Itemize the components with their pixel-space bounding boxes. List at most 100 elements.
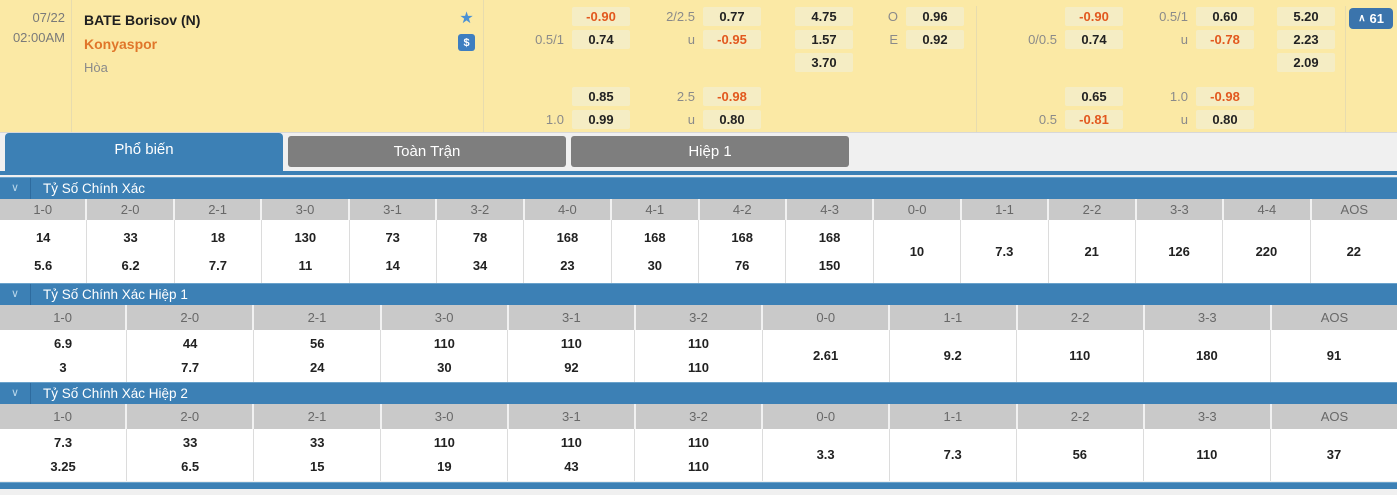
score-odds-value[interactable]: 73 xyxy=(385,229,400,245)
odds-value[interactable]: 0.60 xyxy=(1196,6,1254,26)
score-odds-value[interactable]: 78 xyxy=(472,229,488,245)
tab-phổ-biến[interactable]: Phổ biến xyxy=(5,133,283,173)
odds-value[interactable]: 0.92 xyxy=(906,29,964,49)
odds-value[interactable]: 0.74 xyxy=(572,29,630,49)
score-odds-value[interactable]: 56 xyxy=(1072,447,1088,462)
score-odds-value[interactable]: 6.9 xyxy=(54,336,73,351)
score-odds-value[interactable]: 33 xyxy=(310,435,325,450)
score-odds-value[interactable]: 110 xyxy=(433,336,455,351)
score-odds-value[interactable]: 7.3 xyxy=(54,435,73,450)
score-odds-value[interactable]: 3.3 xyxy=(816,447,835,462)
odds-value[interactable]: 0.65 xyxy=(1065,86,1123,106)
score-odds-value[interactable]: 220 xyxy=(1255,243,1278,259)
score-odds-value[interactable]: 110 xyxy=(688,435,709,450)
section-header[interactable]: ∨ Tỷ Số Chính Xác Hiệp 2 xyxy=(0,382,1397,404)
score-odds-value[interactable]: 2.61 xyxy=(812,348,839,363)
odds-slot: 1.0 -0.98 xyxy=(1123,86,1254,106)
score-odds-value[interactable]: 76 xyxy=(734,257,750,273)
score-odds-value[interactable]: 3.25 xyxy=(50,459,76,474)
section-header[interactable]: ∨ Tỷ Số Chính Xác Hiệp 1 xyxy=(0,283,1397,305)
score-odds-value[interactable]: 10 xyxy=(909,243,925,259)
score-odds-value[interactable]: 44 xyxy=(182,336,198,351)
score-odds-value[interactable]: 110 xyxy=(688,360,709,375)
score-odds-value[interactable]: 24 xyxy=(310,360,325,375)
more-bets-badge[interactable]: ∧ 61 xyxy=(1349,8,1393,29)
score-odds-value[interactable]: 6.2 xyxy=(121,257,140,273)
score-odds-value[interactable]: 92 xyxy=(564,360,579,375)
score-odds-value[interactable]: 7.7 xyxy=(181,360,200,375)
odds-value[interactable]: 5.20 xyxy=(1277,6,1335,26)
tab-hiệp-1[interactable]: Hiệp 1 xyxy=(571,136,849,167)
odds-value[interactable]: -0.81 xyxy=(1065,109,1123,129)
odds-value[interactable]: 2.09 xyxy=(1277,52,1335,72)
score-odds-value[interactable]: 130 xyxy=(294,229,317,245)
odds-value[interactable]: 3.70 xyxy=(795,52,853,72)
score-odds-value[interactable]: 110 xyxy=(560,336,582,351)
score-odds-value[interactable]: 22 xyxy=(1346,243,1362,259)
score-odds-value[interactable]: 37 xyxy=(1326,447,1342,462)
score-odds-value[interactable]: 23 xyxy=(560,257,575,273)
odds-value[interactable]: -0.98 xyxy=(703,86,761,106)
score-odds-value[interactable]: 3 xyxy=(59,360,67,375)
score-odds-value[interactable]: 110 xyxy=(688,459,709,474)
score-odds-value[interactable]: 33 xyxy=(182,435,198,450)
score-odds-value[interactable]: 110 xyxy=(560,435,582,450)
score-odds-value[interactable]: 56 xyxy=(310,336,325,351)
chevron-down-icon[interactable]: ∨ xyxy=(0,284,31,305)
score-odds-value[interactable]: 168 xyxy=(556,229,579,245)
favorite-star-icon[interactable]: ★ xyxy=(459,10,474,27)
score-odds-value[interactable]: 168 xyxy=(643,229,666,245)
odds-value[interactable]: 0.74 xyxy=(1065,29,1123,49)
odds-value[interactable]: -0.78 xyxy=(1196,29,1254,49)
score-header-3-1: 3-1 xyxy=(509,305,636,330)
score-odds-value[interactable]: 14 xyxy=(35,229,51,245)
odds-value[interactable]: 0.80 xyxy=(703,109,761,129)
score-odds-value[interactable]: 7.7 xyxy=(208,257,227,273)
score-odds-value[interactable]: 168 xyxy=(731,229,754,245)
odds-value[interactable]: -0.95 xyxy=(703,29,761,49)
score-odds-value[interactable]: 168 xyxy=(818,229,841,245)
odds-value[interactable]: 2.23 xyxy=(1277,29,1335,49)
odds-value[interactable]: -0.90 xyxy=(572,6,630,26)
home-team-name[interactable]: BATE Borisov (N) xyxy=(84,12,201,28)
odds-value[interactable]: 0.80 xyxy=(1196,109,1254,129)
away-team-name[interactable]: Konyaspor xyxy=(84,36,158,52)
score-odds-value[interactable]: 6.5 xyxy=(181,459,200,474)
score-odds-value[interactable]: 30 xyxy=(437,360,452,375)
score-odds-value[interactable]: 110 xyxy=(1069,348,1091,363)
dollar-icon[interactable]: $ xyxy=(458,34,475,51)
section-header[interactable]: ∨ Tỷ Số Chính Xác xyxy=(0,177,1397,199)
odds-value[interactable]: 0.85 xyxy=(572,86,630,106)
score-odds-value[interactable]: 7.3 xyxy=(995,243,1014,259)
chevron-down-icon[interactable]: ∨ xyxy=(0,178,31,199)
odds-value[interactable]: 4.75 xyxy=(795,6,853,26)
score-odds-value[interactable]: 15 xyxy=(310,459,325,474)
odds-value[interactable]: 1.57 xyxy=(795,29,853,49)
score-odds-value[interactable]: 21 xyxy=(1084,243,1099,259)
score-odds-value[interactable]: 180 xyxy=(1196,348,1218,363)
odds-value[interactable]: 0.99 xyxy=(572,109,630,129)
score-odds-value[interactable]: 43 xyxy=(564,459,579,474)
odds-value[interactable]: -0.98 xyxy=(1196,86,1254,106)
score-odds-value[interactable]: 126 xyxy=(1168,243,1190,259)
score-odds-value[interactable]: 9.2 xyxy=(943,348,962,363)
score-odds-value[interactable]: 30 xyxy=(647,257,663,273)
score-odds-value[interactable]: 18 xyxy=(210,229,226,245)
tab-toàn-trận[interactable]: Toàn Trận xyxy=(288,136,566,167)
score-odds-value[interactable]: 5.6 xyxy=(34,257,53,273)
score-odds-value[interactable]: 110 xyxy=(433,435,455,450)
score-odds-value[interactable]: 19 xyxy=(437,459,452,474)
score-odds-value[interactable]: 34 xyxy=(472,257,488,273)
score-odds-value[interactable]: 110 xyxy=(1196,447,1218,462)
score-odds-value[interactable]: 11 xyxy=(298,257,313,273)
odds-value[interactable]: -0.90 xyxy=(1065,6,1123,26)
score-odds-value[interactable]: 150 xyxy=(818,257,841,273)
score-odds-value[interactable]: 91 xyxy=(1326,348,1342,363)
score-odds-value[interactable]: 7.3 xyxy=(943,447,962,462)
odds-value[interactable]: 0.77 xyxy=(703,6,761,26)
score-odds-value[interactable]: 14 xyxy=(385,257,400,273)
odds-value[interactable]: 0.96 xyxy=(906,6,964,26)
score-odds-value[interactable]: 33 xyxy=(123,229,138,245)
chevron-down-icon[interactable]: ∨ xyxy=(0,383,31,404)
score-odds-value[interactable]: 110 xyxy=(688,336,709,351)
